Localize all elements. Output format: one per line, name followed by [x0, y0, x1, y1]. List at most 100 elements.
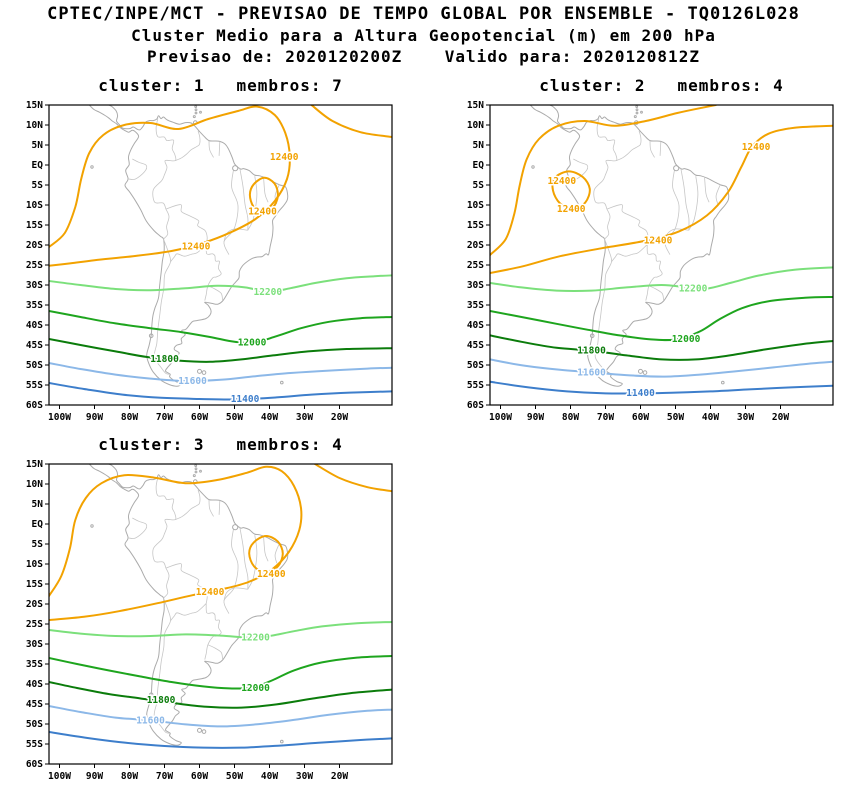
coastline — [88, 464, 289, 746]
island — [199, 469, 202, 473]
island — [531, 165, 535, 169]
island — [194, 467, 198, 471]
contour-11800 — [49, 338, 392, 363]
lon-tick-label: 30W — [296, 412, 313, 423]
country-border — [152, 118, 177, 210]
country-border — [175, 130, 201, 161]
country-border — [604, 208, 611, 240]
contour-12200 — [49, 274, 392, 293]
contour-11600 — [49, 705, 392, 728]
contour-label-12400: 12400 — [270, 152, 299, 163]
lon-tick-label: 20W — [772, 412, 789, 423]
header-line2: Cluster Medio para a Altura Geopotencial… — [131, 26, 716, 45]
country-border — [165, 204, 208, 245]
contour-11800 — [490, 334, 833, 361]
country-border — [163, 208, 170, 240]
country-border — [128, 517, 148, 539]
lat-tick-label: 10S — [467, 200, 484, 211]
country-border — [208, 499, 214, 517]
contour-label-12400: 12400 — [644, 235, 673, 246]
lat-tick-label: EQ — [32, 160, 44, 171]
lon-tick-label: 100W — [489, 412, 512, 423]
lat-tick-label: 20S — [26, 599, 43, 610]
contour-12400 — [248, 535, 284, 574]
lat-tick-label: 15N — [26, 459, 43, 470]
country-border — [204, 603, 222, 660]
lat-tick-label: 15S — [26, 579, 43, 590]
lat-tick-label: 15S — [467, 220, 484, 231]
country-border — [263, 176, 269, 203]
contour-12000 — [49, 655, 392, 690]
map-cluster-3: 15N 10N 5N EQ 5S 10S 15S 20S 25S 30S 35S 40S 45S 50S 5… — [26, 459, 393, 782]
country-border — [611, 244, 648, 263]
lat-tick-label: 30S — [26, 639, 43, 650]
contour-12400 — [490, 124, 833, 274]
island — [192, 115, 196, 119]
coastline — [529, 105, 730, 387]
lat-tick-label: 5S — [473, 180, 485, 191]
contour-11600 — [490, 358, 833, 378]
island — [199, 110, 202, 114]
contour-label-12000: 12000 — [241, 683, 270, 694]
lon-tick-label: 20W — [331, 412, 348, 423]
lat-tick-label: 10N — [26, 479, 43, 490]
contour-12000 — [49, 310, 392, 344]
lat-tick-label: 35S — [26, 659, 43, 670]
island — [633, 115, 637, 119]
country-border — [207, 644, 223, 660]
lon-tick-label: 70W — [156, 771, 173, 782]
lon-tick-label: 40W — [261, 412, 278, 423]
lon-tick-label: 80W — [562, 412, 579, 423]
lon-tick-label: 50W — [226, 771, 243, 782]
contour-label-12400: 12400 — [557, 204, 586, 215]
island — [90, 165, 94, 169]
contour-12400 — [310, 105, 392, 138]
island — [148, 692, 154, 698]
contour-label-11800: 11800 — [150, 354, 179, 365]
contour-label-12400: 12400 — [547, 176, 576, 187]
contour-11600 — [49, 362, 392, 383]
country-border — [223, 228, 248, 242]
lat-tick-label: 25S — [26, 260, 43, 271]
lon-tick-label: 50W — [667, 412, 684, 423]
lat-tick-label: 25S — [26, 619, 43, 630]
country-border — [659, 141, 662, 156]
country-border — [223, 169, 239, 255]
contour-11400 — [49, 731, 392, 749]
country-border — [152, 477, 177, 569]
lat-tick-label: 10S — [26, 559, 43, 570]
lat-tick-label: 45S — [467, 340, 484, 351]
lon-tick-label: 40W — [702, 412, 719, 423]
header-line3: Previsao de: 2020120200Z Valido para: 20… — [147, 47, 700, 66]
contour-12400 — [49, 465, 303, 621]
island — [640, 110, 643, 114]
lon-tick-label: 70W — [156, 412, 173, 423]
lat-tick-label: 5N — [32, 499, 44, 510]
island — [232, 165, 239, 172]
country-border — [208, 140, 214, 158]
lat-tick-label: 30S — [26, 280, 43, 291]
island — [197, 368, 202, 374]
contour-label-12400: 12400 — [182, 241, 211, 252]
island — [194, 470, 198, 474]
contour-label-12400: 12400 — [257, 569, 286, 580]
lon-tick-label: 90W — [86, 771, 103, 782]
map-frame — [48, 104, 393, 406]
contour-label-12400: 12400 — [742, 142, 771, 153]
lat-tick-label: 15N — [26, 100, 43, 111]
lon-tick-label: 100W — [48, 771, 71, 782]
island — [280, 380, 284, 385]
country-border — [204, 244, 222, 301]
lon-tick-label: 20W — [331, 771, 348, 782]
panel-3-title: cluster: 3 membros: 4 — [98, 435, 343, 454]
lat-tick-label: 55S — [26, 380, 43, 391]
plot-header: CPTEC/INPE/MCT - PREVISAO DE TEMPO GLOBA… — [0, 0, 847, 66]
country-border — [247, 535, 258, 590]
country-border — [239, 168, 249, 231]
contour-12400 — [490, 105, 717, 256]
country-border — [218, 141, 221, 156]
island — [194, 111, 198, 115]
country-border — [645, 244, 663, 301]
lat-tick-label: 30S — [467, 280, 484, 291]
panels-grid: cluster: 1 membros: 7 15N 10N 5N EQ 5S 10S 15S… — [0, 66, 847, 786]
